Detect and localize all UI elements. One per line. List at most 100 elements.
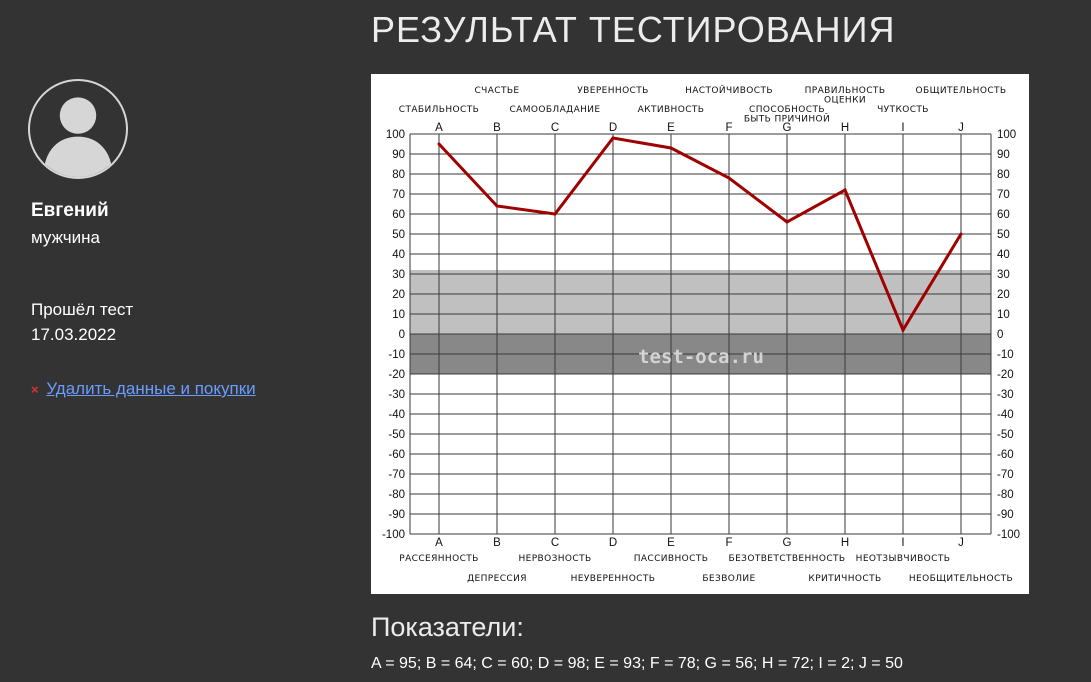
- y-tick-label-right: -80: [997, 489, 1014, 501]
- data-point-H: [843, 188, 847, 192]
- y-tick-label-left: 70: [392, 189, 405, 201]
- x-tick-label-top: J: [958, 122, 964, 134]
- user-silhouette-icon: [43, 97, 113, 177]
- y-tick-label-right: 50: [997, 229, 1010, 241]
- top-scale-label: СПОСОБНОСТЬ: [749, 105, 825, 115]
- user-gender: мужчина: [31, 228, 100, 247]
- x-tick-label-top: A: [435, 122, 443, 134]
- y-tick-label-right: -90: [997, 509, 1014, 521]
- x-tick-label-top: D: [609, 122, 617, 134]
- bottom-scale-label: НЕОТЗЫВЧИВОСТЬ: [856, 554, 951, 564]
- y-tick-label-right: 40: [997, 249, 1010, 261]
- y-tick-label-left: 20: [392, 289, 405, 301]
- y-tick-label-right: 0: [997, 329, 1003, 341]
- data-point-E: [669, 146, 673, 150]
- top-scale-label: УВЕРЕННОСТЬ: [577, 86, 648, 96]
- y-tick-label-right: 10: [997, 309, 1010, 321]
- top-scale-label: АКТИВНОСТЬ: [638, 105, 705, 115]
- x-tick-label-top: G: [783, 122, 792, 134]
- top-scale-label: ОБЩИТЕЛЬНОСТЬ: [916, 86, 1007, 96]
- y-tick-label-left: -10: [388, 349, 405, 361]
- x-tick-label-bottom: G: [783, 537, 792, 549]
- x-tick-label-top: B: [493, 122, 501, 134]
- y-tick-label-left: -90: [388, 509, 405, 521]
- chart-band-0: [410, 270, 991, 334]
- y-tick-label-left: 50: [392, 229, 405, 241]
- bottom-scale-label: РАССЕЯННОСТЬ: [399, 554, 478, 564]
- bottom-scale-label: НЕРВОЗНОСТЬ: [518, 554, 591, 564]
- y-tick-label-left: 10: [392, 309, 405, 321]
- indicators-values: A = 95; B = 64; C = 60; D = 98; E = 93; …: [371, 655, 903, 673]
- x-tick-label-bottom: B: [493, 537, 501, 549]
- x-tick-label-top: F: [725, 122, 732, 134]
- test-passed-date: 17.03.2022: [31, 325, 117, 344]
- y-tick-label-right: 80: [997, 169, 1010, 181]
- x-tick-label-top: E: [667, 122, 675, 134]
- y-tick-label-right: -70: [997, 469, 1014, 481]
- y-tick-label-right: -10: [997, 349, 1014, 361]
- bottom-scale-label: НЕУВЕРЕННОСТЬ: [571, 574, 656, 584]
- result-chart: 100 100 90 90 80 80 70 70 60 60 50 50 40 40 30 30 20 20 10…: [371, 74, 1029, 594]
- y-tick-label-left: -50: [388, 429, 405, 441]
- y-tick-label-left: 30: [392, 269, 405, 281]
- page-title: РЕЗУЛЬТАТ ТЕСТИРОВАНИЯ: [371, 9, 896, 50]
- y-tick-label-left: -70: [388, 469, 405, 481]
- x-tick-label-top: C: [551, 122, 559, 134]
- x-tick-label-bottom: D: [609, 537, 617, 549]
- result-line: [437, 136, 963, 334]
- x-tick-label-bottom: F: [725, 537, 732, 549]
- delete-data-link[interactable]: Удалить данные и покупки: [46, 379, 256, 398]
- indicators-text: A = 95; B = 64; C = 60; D = 98; E = 93; …: [371, 655, 903, 672]
- y-tick-label-right: 70: [997, 189, 1010, 201]
- bottom-scale-label: БЕЗОТВЕТСТВЕННОСТЬ: [729, 554, 846, 564]
- x-tick-label-bottom: J: [958, 537, 964, 549]
- y-tick-label-left: 60: [392, 209, 405, 221]
- y-tick-label-left: 40: [392, 249, 405, 261]
- data-point-C: [553, 212, 557, 216]
- top-scale-label: ОЦЕНКИ: [824, 96, 866, 106]
- indicators-title: Показатели:: [371, 612, 524, 642]
- top-scale-label: ЧУТКОСТЬ: [877, 105, 929, 115]
- user-name: Евгений: [31, 200, 109, 221]
- top-scale-label: СТАБИЛЬНОСТЬ: [399, 105, 479, 115]
- top-scale-label: НАСТОЙЧИВОСТЬ: [685, 84, 773, 96]
- y-tick-label-left: 0: [399, 329, 405, 341]
- y-tick-label-right: -30: [997, 389, 1014, 401]
- test-passed-label: Прошёл тест: [31, 300, 134, 319]
- y-tick-label-right: 60: [997, 209, 1010, 221]
- bottom-scale-label: ДЕПРЕССИЯ: [467, 574, 527, 584]
- data-point-A: [437, 142, 441, 146]
- y-tick-label-right: 100: [997, 129, 1016, 141]
- y-tick-label-left: -80: [388, 489, 405, 501]
- data-point-J: [959, 232, 963, 236]
- y-tick-label-left: 90: [392, 149, 405, 161]
- top-scale-label: СЧАСТЬЕ: [474, 86, 519, 96]
- x-tick-label-bottom: H: [841, 537, 849, 549]
- y-tick-label-left: 80: [392, 169, 405, 181]
- y-tick-label-left: 100: [386, 129, 405, 141]
- y-tick-label-left: -40: [388, 409, 405, 421]
- y-tick-label-left: -30: [388, 389, 405, 401]
- data-point-D: [611, 136, 615, 140]
- y-tick-label-right: 30: [997, 269, 1010, 281]
- x-tick-label-bottom: E: [667, 537, 675, 549]
- x-tick-label-bottom: A: [435, 537, 443, 549]
- data-point-G: [785, 220, 789, 224]
- x-tick-label-top: I: [901, 122, 904, 134]
- delete-data-row: × Удалить данные и покупки: [31, 379, 256, 399]
- sidebar: Евгений мужчина Прошёл тест 17.03.2022 ×…: [0, 0, 340, 682]
- watermark: test-oca.ru: [638, 346, 764, 368]
- data-point-I: [901, 328, 905, 332]
- y-tick-label-left: -100: [382, 529, 405, 541]
- y-tick-label-left: -20: [388, 369, 405, 381]
- y-tick-label-right: -50: [997, 429, 1014, 441]
- data-point-B: [495, 204, 499, 208]
- y-tick-label-right: 20: [997, 289, 1010, 301]
- y-tick-label-right: -60: [997, 449, 1014, 461]
- y-tick-label-right: 90: [997, 149, 1010, 161]
- avatar: [28, 79, 128, 179]
- y-tick-label-right: -100: [997, 529, 1020, 541]
- bottom-scale-label: БЕЗВОЛИЕ: [702, 574, 755, 584]
- top-scale-label: САМООБЛАДАНИЕ: [509, 105, 600, 115]
